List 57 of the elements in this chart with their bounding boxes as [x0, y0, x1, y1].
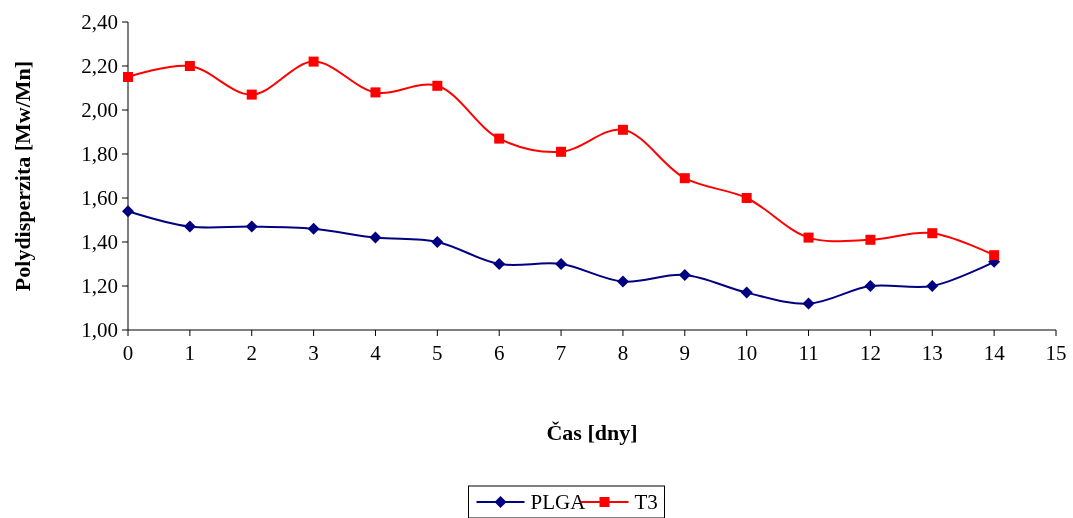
x-tick-label: 15 [1045, 341, 1067, 365]
y-tick-label: 1,40 [81, 230, 118, 255]
point [989, 250, 1000, 261]
x-tick-label: 2 [246, 341, 257, 365]
x-tick-label: 13 [921, 341, 943, 365]
point [307, 222, 320, 235]
legend-label: T3 [634, 490, 658, 515]
y-tick-label: 1,20 [81, 274, 118, 299]
x-tick-label: 5 [432, 341, 443, 365]
point [183, 220, 196, 233]
point [123, 72, 133, 82]
point [802, 297, 815, 310]
y-tick-label: 2,00 [81, 98, 118, 123]
point [926, 280, 939, 292]
point [308, 56, 319, 67]
point [184, 61, 195, 71]
point [494, 133, 505, 144]
x-axis-title: Čas [dny] [546, 420, 638, 445]
y-tick-label: 2,20 [81, 54, 118, 79]
x-tick-label: 12 [859, 341, 881, 365]
x-tick-label: 1 [184, 341, 196, 365]
x-tick-label: 9 [679, 341, 691, 365]
point [740, 286, 753, 299]
x-tick-label: 7 [555, 341, 567, 365]
x-tick-label: 4 [370, 341, 382, 365]
point [679, 173, 690, 184]
point [678, 269, 691, 281]
x-tick-label: 0 [122, 341, 134, 365]
y-tick-label: 1,80 [81, 142, 118, 167]
point [556, 146, 567, 157]
x-tick-label: 6 [493, 341, 505, 365]
point [617, 124, 628, 135]
legend-label: PLGA [530, 490, 587, 515]
y-tick-label: 2,40 [81, 10, 118, 35]
point [246, 89, 257, 100]
point [864, 280, 877, 292]
point [493, 258, 506, 270]
point [370, 87, 381, 98]
point [432, 80, 443, 91]
point [122, 205, 134, 218]
point [369, 231, 382, 244]
point [927, 228, 938, 239]
x-tick-label: 3 [308, 341, 319, 365]
point [431, 236, 444, 248]
point [741, 193, 752, 203]
x-tick-label: 8 [617, 341, 629, 365]
point [245, 220, 258, 233]
point [555, 258, 568, 270]
y-axis-title: Polydisperzita [Mw/Mn] [10, 60, 35, 292]
x-tick-label: 10 [736, 341, 758, 365]
point [616, 275, 629, 288]
point [803, 232, 814, 243]
y-tick-label: 1,60 [81, 186, 118, 211]
x-tick-label: 11 [798, 341, 819, 365]
point [865, 234, 876, 245]
y-tick-label: 1,00 [81, 318, 118, 343]
x-tick-label: 14 [983, 341, 1006, 365]
